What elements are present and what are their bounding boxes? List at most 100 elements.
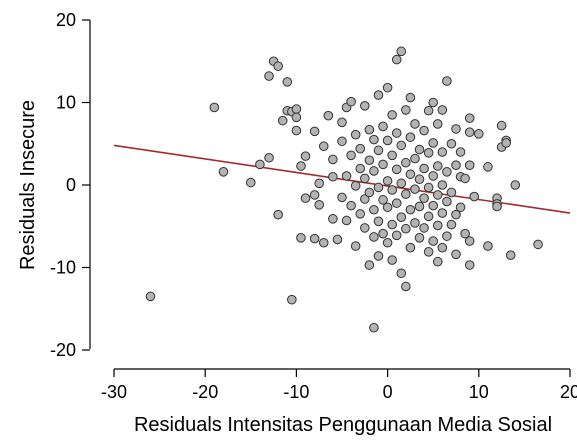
data-point — [423, 148, 434, 158]
data-point — [314, 200, 325, 210]
data-point — [309, 190, 320, 200]
data-point — [378, 228, 388, 239]
data-point — [428, 97, 439, 108]
data-point — [464, 113, 475, 123]
data-point — [442, 231, 452, 241]
data-point — [364, 124, 375, 135]
y-tick-label: 10 — [56, 93, 76, 113]
data-point — [401, 281, 411, 292]
data-point — [401, 105, 411, 115]
data-point — [428, 138, 439, 148]
data-point — [346, 96, 356, 107]
data-point — [350, 241, 361, 251]
data-point — [318, 237, 329, 248]
data-point — [442, 196, 452, 207]
data-point — [341, 215, 352, 226]
data-point — [373, 182, 384, 193]
x-tick-label: -20 — [192, 382, 218, 402]
y-tick-label: 0 — [66, 175, 76, 195]
data-point — [414, 201, 425, 212]
data-point — [464, 260, 475, 270]
data-point — [423, 182, 434, 193]
data-point — [273, 209, 283, 220]
data-point — [387, 255, 397, 265]
data-point — [264, 152, 274, 163]
data-point — [410, 184, 420, 194]
x-axis-title: Residuals Intensitas Penggunaan Media So… — [134, 414, 552, 436]
data-point — [387, 150, 397, 161]
data-point — [369, 134, 379, 145]
data-point — [483, 241, 493, 251]
data-point — [460, 173, 470, 184]
data-point — [364, 187, 375, 198]
data-point — [364, 155, 375, 166]
data-point — [332, 234, 343, 245]
x-tick-label: 10 — [469, 382, 489, 402]
data-point — [533, 239, 543, 250]
data-point — [328, 154, 338, 165]
data-point — [410, 153, 420, 164]
data-point — [346, 150, 356, 161]
data-point — [510, 180, 521, 190]
data-point — [360, 194, 370, 204]
data-point — [401, 157, 411, 168]
data-point — [432, 256, 443, 267]
data-point — [391, 164, 402, 175]
data-point — [401, 189, 411, 199]
data-point — [382, 135, 393, 146]
data-point — [373, 145, 384, 156]
data-point — [360, 223, 370, 233]
data-point — [277, 115, 288, 126]
data-point — [451, 249, 461, 260]
data-point — [378, 195, 388, 205]
y-axis-title: Residuals Insecure — [17, 100, 39, 270]
data-point — [373, 216, 384, 227]
data-point — [346, 200, 356, 211]
data-point — [405, 204, 416, 215]
data-point — [355, 209, 366, 219]
data-point — [337, 136, 347, 147]
data-point — [300, 151, 311, 161]
x-tick-label: 0 — [383, 382, 393, 402]
data-point — [396, 212, 407, 222]
data-point — [437, 242, 448, 253]
data-point — [300, 193, 311, 203]
data-point — [405, 92, 416, 103]
data-point — [387, 110, 397, 120]
data-point — [419, 125, 429, 136]
data-point — [328, 171, 338, 182]
data-point — [469, 191, 480, 202]
data-point — [414, 144, 425, 155]
data-point — [432, 119, 443, 129]
data-point — [360, 173, 370, 184]
data-point — [396, 46, 407, 57]
data-point — [273, 61, 283, 71]
data-point — [505, 250, 516, 260]
data-point — [474, 129, 484, 139]
y-tick-label: 20 — [56, 10, 76, 30]
data-point — [282, 77, 293, 87]
data-point — [419, 193, 429, 203]
data-point — [391, 54, 402, 65]
data-point — [437, 147, 448, 157]
x-tick-label: 20 — [560, 382, 577, 402]
data-point — [414, 233, 425, 243]
data-point — [364, 260, 375, 270]
y-tick-label: -20 — [50, 340, 76, 360]
y-tick-label: -10 — [50, 258, 76, 278]
data-point — [405, 169, 416, 180]
data-point — [218, 167, 229, 177]
data-point — [396, 140, 407, 151]
data-point — [328, 214, 338, 224]
data-point — [464, 160, 475, 170]
data-point — [483, 162, 493, 172]
data-point — [291, 112, 302, 123]
data-point — [410, 119, 420, 129]
data-point — [432, 190, 443, 200]
data-point — [264, 71, 274, 81]
data-point — [373, 90, 384, 100]
data-point — [341, 171, 352, 181]
data-point — [382, 82, 393, 93]
x-axis: -30 -20 -10 0 10 20 — [101, 368, 577, 402]
data-point — [337, 117, 347, 128]
